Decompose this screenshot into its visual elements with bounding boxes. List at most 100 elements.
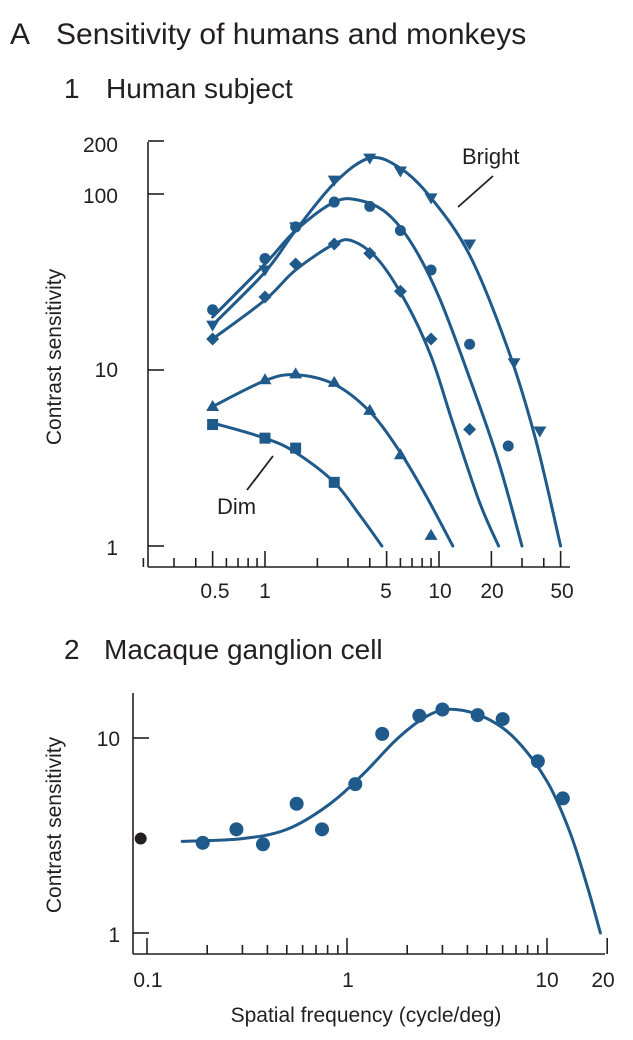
- series-s1-curve: [211, 156, 563, 548]
- series-s3-point-7: [463, 422, 477, 436]
- panel1-ytick-label-10: 10: [95, 359, 118, 382]
- series-m1-point-4: [315, 822, 330, 837]
- series-s1-point-8: [507, 358, 521, 370]
- panel1-xtick-label-0.5: 0.5: [200, 580, 229, 603]
- series-s4: [206, 367, 455, 548]
- panel2-y-tick-labels: 10 1: [97, 728, 120, 947]
- panel1-ytick-label-1: 1: [106, 537, 118, 560]
- series-s4-point-5: [393, 448, 407, 460]
- series-s4-point-2: [289, 367, 303, 379]
- panel1-number: 1: [64, 73, 80, 104]
- series-m1: [180, 702, 602, 935]
- panel2-number: 2: [64, 634, 80, 665]
- series-s1-point-9: [533, 426, 547, 438]
- series-m1-point-2: [255, 837, 270, 852]
- panel1-xtick-label-10: 10: [428, 580, 451, 603]
- panel1-xtick-label-50: 50: [550, 580, 573, 603]
- series-s5-point-0: [207, 419, 219, 431]
- panel1-xtick-label-1: 1: [259, 580, 271, 603]
- panel1-xtick-label-5: 5: [380, 580, 392, 603]
- series-s3-point-5: [393, 284, 407, 298]
- annotation-dim-leader: [246, 455, 274, 491]
- panel2-ticks: [133, 737, 609, 954]
- series-s3-point-4: [363, 246, 377, 260]
- series-m1-point-7: [412, 708, 427, 723]
- panel1-series: [206, 153, 563, 548]
- series-m1-point-11: [530, 754, 545, 769]
- series-s3-point-0: [206, 332, 220, 346]
- series-m1-point-5: [348, 777, 363, 792]
- panel2-series: [134, 702, 602, 935]
- series-s3-point-1: [258, 290, 272, 304]
- series-s2-curve: [211, 197, 524, 548]
- annotation-dim: Dim: [217, 494, 256, 519]
- panel-label: A: [10, 18, 30, 51]
- series-m1-point-3: [289, 796, 304, 811]
- series-s2-point-0: [207, 304, 219, 316]
- series-s5-point-1: [259, 432, 271, 444]
- panel1-axes: [147, 142, 570, 568]
- panel2-x-axis-label: Spatial frequency (cycle/deg): [231, 1004, 502, 1027]
- panel1-y-axis-label: Contrast sensitivity: [43, 268, 66, 445]
- panel2-ytick-label-10: 10: [97, 728, 120, 751]
- panel1-y-tick-labels: 200 100 10 1: [83, 134, 118, 560]
- series-s4-curve: [211, 373, 455, 548]
- series-s4-point-0: [206, 400, 220, 412]
- panel2-axes: [132, 693, 605, 955]
- panel1-xtick-label-20: 20: [480, 580, 503, 603]
- series-s4-point-1: [258, 373, 272, 385]
- panel2-title: Macaque ganglion cell: [104, 634, 383, 665]
- series-s4-point-6: [424, 528, 438, 540]
- series-s3-point-2: [289, 257, 303, 271]
- annotation-bright-leader: [457, 175, 494, 208]
- series-m1-point-6: [375, 726, 390, 741]
- series-s5: [207, 419, 384, 548]
- annotation-bright: Bright: [462, 144, 519, 169]
- series-m1-curve: [180, 707, 602, 935]
- series-s2-point-3: [328, 196, 340, 208]
- figure-title: Sensitivity of humans and monkeys: [56, 18, 526, 51]
- series-s1-point-5: [393, 166, 407, 178]
- panel2-xtick-label-20: 20: [591, 969, 614, 992]
- series-s1-point-6: [424, 193, 438, 205]
- series-s5-point-3: [328, 476, 340, 488]
- series-m1-point-1: [229, 822, 244, 837]
- series-m1-point-0: [195, 835, 210, 850]
- series-m1-point-9: [470, 708, 485, 723]
- series-s2-point-6: [425, 264, 437, 276]
- series-s3-point-3: [327, 237, 341, 251]
- series-s1-point-7: [463, 239, 477, 251]
- panel2-ytick-label-1: 1: [108, 924, 120, 947]
- panel2-xtick-label-1: 1: [342, 969, 354, 992]
- panel1-ytick-label-100: 100: [83, 185, 118, 208]
- panel1-x-tick-labels: 0.5 1 5 10 20 50: [200, 580, 573, 603]
- series-s3: [206, 237, 501, 548]
- panel2-xtick-label-10: 10: [535, 969, 558, 992]
- series-s4-point-3: [327, 375, 341, 387]
- series-s2-point-4: [364, 200, 376, 212]
- series-s5-curve: [211, 421, 384, 548]
- series-s5-point-2: [290, 442, 302, 454]
- panel1-title: Human subject: [106, 73, 293, 104]
- series-s3-curve: [211, 238, 501, 548]
- panel1-ytick-label-200: 200: [83, 134, 118, 157]
- series-s4-point-4: [363, 403, 377, 415]
- series-s1-point-3: [327, 175, 341, 187]
- series-s2-point-1: [259, 253, 271, 265]
- series-s3-point-6: [424, 332, 438, 346]
- black-reference-point-0: [134, 832, 147, 845]
- series-s1-point-0: [206, 320, 220, 332]
- series-s2-point-2: [290, 221, 302, 233]
- series-s1-point-4: [363, 153, 377, 165]
- series-s2-point-7: [464, 338, 476, 350]
- series-s2: [207, 196, 524, 548]
- series-m1-point-12: [555, 791, 570, 806]
- series-m1-point-8: [435, 702, 450, 717]
- panel2-x-tick-labels: 0.1 1 10 20: [133, 969, 614, 992]
- panel2-xtick-label-0.1: 0.1: [133, 969, 162, 992]
- panel1-ticks: [142, 140, 562, 567]
- series-m1-point-10: [495, 712, 510, 727]
- panel2-y-axis-label: Contrast sensitivity: [43, 736, 66, 913]
- series-s2-point-5: [394, 225, 406, 237]
